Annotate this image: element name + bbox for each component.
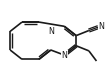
Text: N: N — [99, 22, 104, 31]
Text: N: N — [61, 51, 67, 60]
Text: N: N — [48, 27, 54, 36]
